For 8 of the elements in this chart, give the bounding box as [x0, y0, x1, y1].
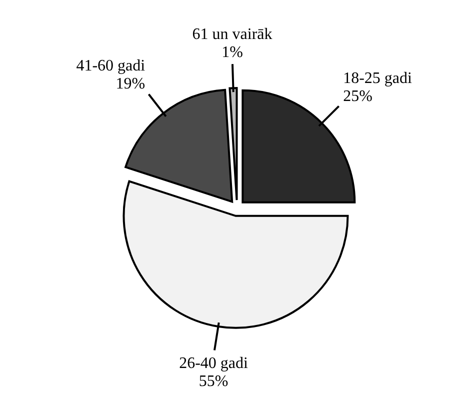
data-label: 25%	[343, 88, 372, 105]
data-label: 1%	[222, 44, 243, 62]
slice-label: 18-25 gadi	[343, 70, 412, 87]
slice-label: 61 un vairāk	[192, 26, 272, 44]
slice-label: 41-60 gadi	[76, 57, 146, 74]
data-label: 19%	[116, 75, 146, 92]
data-label: 55%	[198, 373, 228, 390]
slice-label: 26-40 gadi	[179, 355, 249, 372]
